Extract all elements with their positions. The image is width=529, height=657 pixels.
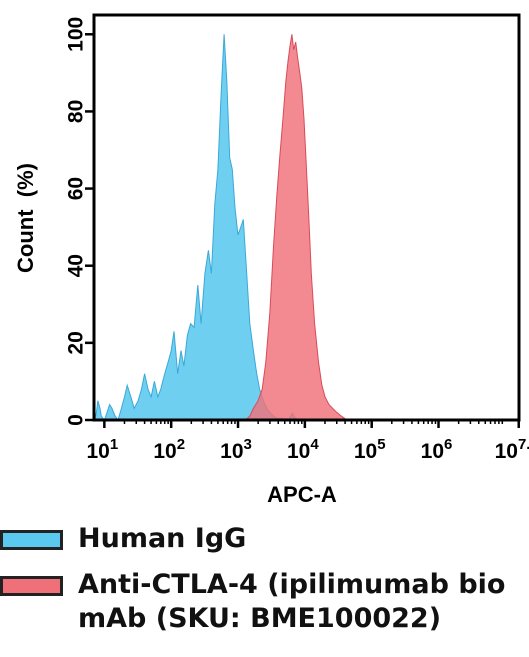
x-tick-label: 106 [421, 436, 453, 463]
legend-item: Human IgG [0, 522, 529, 568]
plot-frame [92, 13, 521, 422]
y-axis: 0 20 40 60 80 100 [65, 17, 94, 426]
legend-label-line: mAb (SKU: BME100022) [78, 603, 442, 634]
y-tick-label: 100 [65, 17, 88, 52]
x-tick-label: 107.2 [495, 436, 529, 463]
histogram-chart: 0 20 40 60 80 100 101 102 103 104 105 106 107.2 Cou… [13, 13, 529, 507]
legend-item: Anti-CTLA-4 (ipilimumab bio mAb (SKU: BME… [0, 568, 529, 648]
series-layer [94, 34, 349, 422]
legend-label: Anti-CTLA-4 (ipilimumab bio mAb (SKU: BME… [78, 568, 505, 636]
y-tick-label: 80 [65, 100, 88, 123]
series-2-area [244, 34, 349, 421]
x-axis: 101 102 103 104 105 106 107.2 [87, 420, 529, 463]
legend-swatch [0, 530, 63, 550]
legend-label-line: Anti-CTLA-4 (ipilimumab bio [78, 569, 506, 600]
y-tick-label: 0 [65, 414, 88, 426]
legend-label: Human IgG [78, 522, 246, 556]
x-tick-label: 103 [220, 436, 252, 463]
x-tick-label: 104 [287, 436, 319, 463]
x-axis-title: APC-A [267, 482, 337, 507]
y-tick-label: 40 [65, 254, 88, 277]
legend-label-line: Human IgG [78, 523, 247, 554]
legend-swatch [0, 576, 63, 596]
y-tick-label: 20 [65, 331, 88, 354]
legend: Human IgG Anti-CTLA-4 (ipilimumab bio mAb … [0, 522, 529, 648]
y-axis-title: Count (%) [13, 163, 38, 273]
x-tick-label: 101 [87, 436, 119, 463]
x-tick-label: 102 [153, 436, 185, 463]
x-tick-label: 105 [354, 436, 386, 463]
y-tick-label: 60 [65, 177, 88, 200]
